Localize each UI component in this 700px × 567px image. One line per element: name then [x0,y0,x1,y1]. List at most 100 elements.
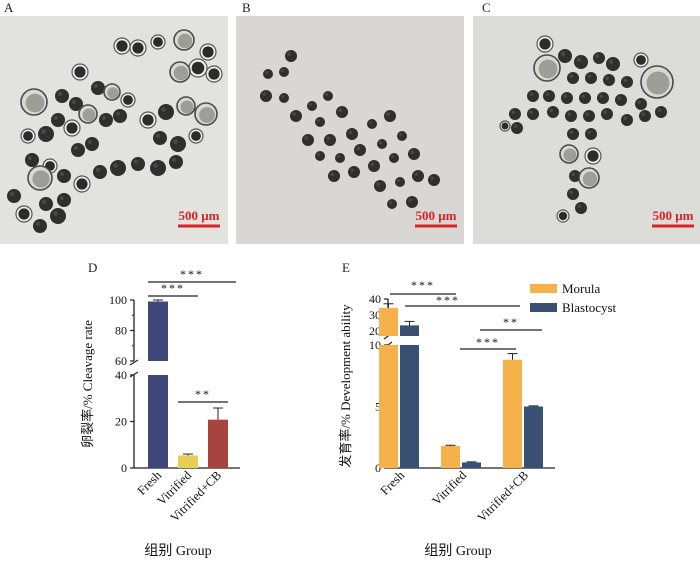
embryo-highlight [133,159,138,164]
embryo-highlight [27,155,32,160]
embryo-cell-mass [153,37,163,47]
embryo-highlight [529,110,533,114]
embryo-highlight [414,172,418,176]
significance-label: ** [503,315,519,329]
embryo-cell-mass [107,87,119,99]
y-tick-label: 10 [369,338,381,352]
legend-label: Blastocyst [562,300,617,315]
embryo-highlight [386,112,390,116]
embryo-highlight [397,179,400,182]
embryo-highlight [115,111,120,116]
embryo-highlight [356,146,360,150]
embryo-cell-mass [18,208,30,220]
bar [208,419,228,468]
embryo-highlight [281,95,284,98]
significance-label: ** [195,387,211,401]
embryo-highlight [173,139,179,144]
bar [441,445,460,468]
embryo-cell-mass [501,122,509,130]
embryo-highlight [370,162,374,166]
embryo-highlight [595,54,599,58]
embryo-highlight [599,94,603,98]
embryo-highlight [379,141,382,144]
bar [503,359,522,468]
embryo-cell-mass [558,211,568,221]
x-axis-title: 组别 Group [144,543,211,559]
panel-c-letter: C [482,0,491,15]
embryo-cell-mass [32,170,50,188]
micrograph-c [473,16,700,244]
embryo-highlight [53,115,59,120]
embryo-highlight [71,99,76,104]
y-axis-title: 卵裂率/% Cleavage rate [80,320,95,448]
embryo-highlight [41,129,46,134]
bar [148,301,168,361]
embryo-highlight [391,155,394,158]
embryo-highlight [657,108,661,112]
embryo-highlight [641,112,645,116]
embryo-cell-mass [25,93,45,113]
embryo-highlight [430,176,434,180]
significance-label: *** [161,281,185,295]
embryo-highlight [171,157,176,162]
embryo-highlight [563,94,567,98]
y-tick-label: 5 [375,400,381,414]
scale-bar-a-label: 500 μm [179,208,220,223]
embryo-cell-mass [132,42,144,54]
y-tick-label: 100 [109,293,127,307]
embryo-cell-mass [539,38,551,50]
y-tick-label: 30 [369,308,381,322]
embryo-highlight [569,74,573,78]
embryo-highlight [350,168,354,172]
embryo-highlight [338,108,342,112]
legend-swatch [530,303,557,312]
embryo-highlight [581,94,585,98]
embryo-cell-mass [76,178,88,190]
embryo-highlight [9,191,14,196]
embryo-highlight [369,121,372,124]
embryo-highlight [623,116,627,120]
axis-break-mark [129,359,139,366]
embryo-highlight [560,51,565,57]
embryo-highlight [155,133,160,138]
embryo-cell-mass [563,148,577,162]
y-tick-label: 20 [369,324,381,338]
embryo-highlight [330,172,334,176]
y-tick-label: 60 [115,354,127,368]
embryo-highlight [408,198,412,202]
x-tick-label: Fresh [378,468,408,498]
embryo-highlight [608,59,613,64]
embryo-highlight [304,136,308,140]
bar [379,307,398,336]
y-axis-title: 发育率/% Development ability [338,304,353,468]
embryo-highlight [511,110,515,114]
embryo-highlight [567,112,571,116]
embryo-cell-mass [66,122,78,134]
embryo-highlight [262,92,266,96]
y-tick-label: 0 [121,461,127,475]
embryo-highlight [317,119,320,122]
y-tick-label: 0 [375,461,381,475]
panel-e-letter: E [342,260,350,275]
embryo-highlight [309,103,312,106]
micrograph-b [236,16,464,244]
embryo-highlight [549,108,553,112]
embryo-highlight [325,93,328,96]
x-tick-label: Vitrified [429,468,469,508]
embryo-highlight [113,163,118,169]
embryo-highlight [265,71,268,74]
x-axis-title: 组别 Group [424,543,491,559]
embryo-highlight [153,163,159,169]
embryo-highlight [59,171,64,176]
bar [400,325,419,336]
embryo-highlight [603,110,607,114]
embryo-highlight [617,96,621,100]
embryo-highlight [59,195,64,200]
embryo-highlight [35,221,41,226]
embryo-highlight [605,76,609,80]
embryo-highlight [576,57,581,63]
embryo-highlight [292,112,296,116]
embryo-highlight [545,92,549,96]
bar [178,455,198,468]
